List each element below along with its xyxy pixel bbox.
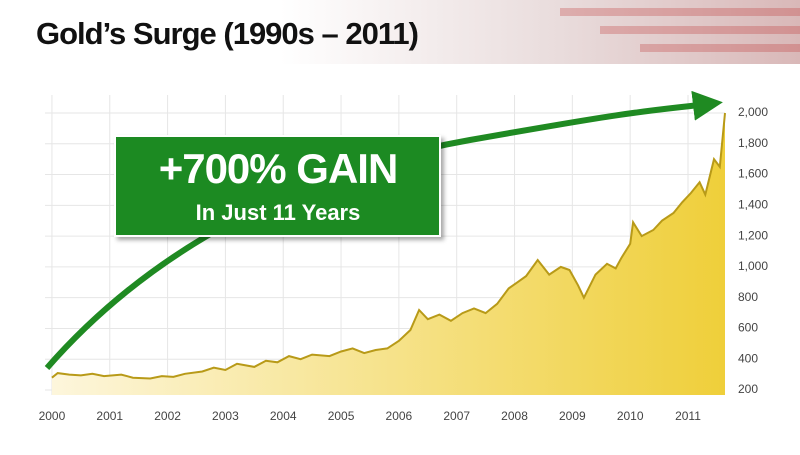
y-tick-label: 1,200 — [738, 228, 768, 242]
y-tick-label: 400 — [738, 351, 758, 365]
chart-title: Gold’s Surge (1990s – 2011) — [36, 16, 418, 51]
x-tick-label: 2004 — [270, 409, 297, 423]
header-band — [0, 0, 800, 64]
x-tick-label: 2005 — [328, 409, 355, 423]
x-tick-label: 2007 — [443, 409, 470, 423]
y-tick-label: 2,000 — [738, 105, 768, 119]
x-tick-label: 2010 — [617, 409, 644, 423]
annotation-headline: +700% GAIN — [159, 145, 398, 192]
y-tick-label: 800 — [738, 290, 758, 304]
y-tick-label: 1,000 — [738, 259, 768, 273]
y-tick-label: 1,600 — [738, 167, 768, 181]
area-fill — [51, 113, 725, 395]
x-tick-label: 2009 — [559, 409, 586, 423]
x-tick-label: 2002 — [154, 409, 181, 423]
y-tick-label: 600 — [738, 321, 758, 335]
x-tick-label: 2008 — [501, 409, 528, 423]
x-tick-label: 2003 — [212, 409, 239, 423]
y-tick-label: 1,400 — [738, 198, 768, 212]
annotation-subtext: In Just 11 Years — [196, 200, 361, 225]
y-tick-label: 200 — [738, 382, 758, 396]
x-tick-label: 2001 — [96, 409, 123, 423]
x-tick-label: 2000 — [39, 409, 66, 423]
x-tick-label: 2006 — [386, 409, 413, 423]
flag-stripes — [560, 8, 800, 52]
annotation-box — [114, 135, 441, 237]
price-line — [51, 112, 726, 380]
x-tick-label: 2011 — [675, 409, 701, 423]
y-tick-label: 1,800 — [738, 136, 768, 150]
